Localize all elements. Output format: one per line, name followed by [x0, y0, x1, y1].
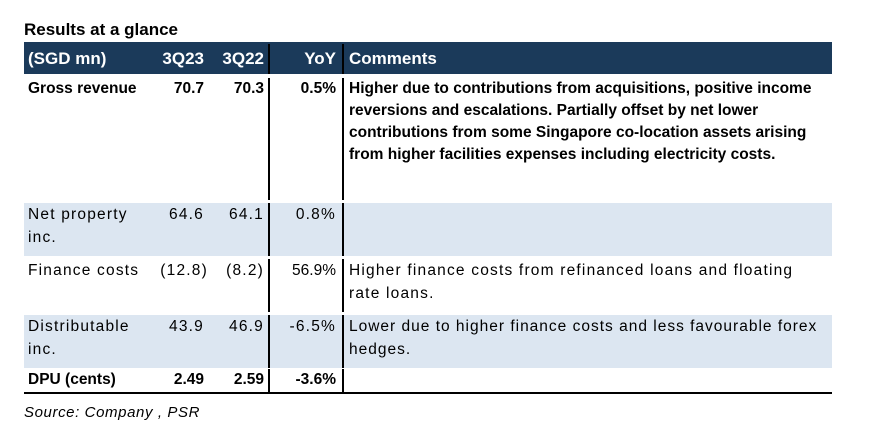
- table-row-gross-revenue: Gross revenue 70.7 70.3 0.5% Higher due …: [24, 74, 832, 200]
- row-metric: Net property inc.: [24, 203, 156, 256]
- row-comment: [344, 203, 832, 256]
- row-3q23: 43.9: [156, 315, 208, 368]
- row-yoy: -3.6%: [270, 369, 344, 392]
- table-title: Results at a glance: [24, 20, 179, 39]
- table-header-row: (SGD mn) 3Q23 3Q22 YoY Comments: [24, 42, 832, 74]
- row-yoy: 56.9%: [270, 259, 344, 312]
- results-table: (SGD mn) 3Q23 3Q22 YoY Comments Gross re…: [24, 42, 832, 394]
- table-row-distributable-inc: Distributable inc. 43.9 46.9 -6.5% Lower…: [24, 312, 832, 368]
- source-note: Source: Company , PSR: [24, 404, 201, 421]
- table-row-dpu: DPU (cents) 2.49 2.59 -3.6%: [24, 368, 832, 394]
- row-comment: Higher finance costs from refinanced loa…: [349, 262, 794, 302]
- row-yoy: 0.5%: [270, 78, 344, 200]
- row-comment: Higher due to contributions from acquisi…: [349, 80, 812, 163]
- header-comments: Comments: [349, 49, 437, 68]
- table-row-net-property-inc: Net property inc. 64.6 64.1 0.8%: [24, 200, 832, 256]
- row-comment: [344, 369, 832, 392]
- row-metric: Finance costs: [28, 262, 140, 279]
- row-metric: DPU (cents): [28, 371, 116, 388]
- row-metric: Distributable inc.: [24, 315, 156, 368]
- row-3q23: 70.7: [173, 80, 204, 97]
- row-3q22: 70.3: [208, 78, 270, 200]
- row-3q23: 64.6: [156, 203, 208, 256]
- row-comment: Lower due to higher finance costs and le…: [344, 315, 832, 368]
- row-3q23: 2.49: [173, 371, 204, 388]
- row-3q22: 64.1: [208, 203, 270, 256]
- row-yoy: 0.8%: [270, 203, 344, 256]
- row-metric: Gross revenue: [28, 80, 137, 97]
- table-row-finance-costs: Finance costs (12.8) (8.2) 56.9% Higher …: [24, 256, 832, 312]
- row-yoy: -6.5%: [270, 315, 344, 368]
- header-3q22: 3Q22: [208, 44, 270, 74]
- row-3q23: (12.8): [160, 262, 208, 279]
- header-yoy: YoY: [270, 44, 344, 74]
- header-metric: (SGD mn): [28, 49, 107, 68]
- row-3q22: 2.59: [208, 369, 270, 392]
- row-3q22: 46.9: [208, 315, 270, 368]
- row-3q22: (8.2): [208, 259, 270, 312]
- header-3q23: 3Q23: [162, 49, 204, 68]
